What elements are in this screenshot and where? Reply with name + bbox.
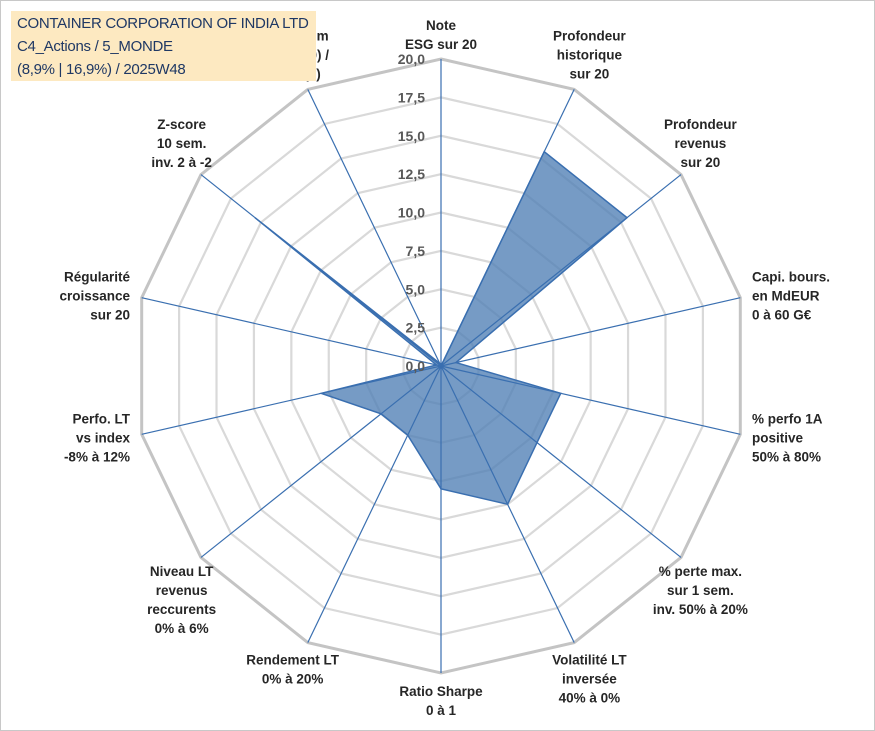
axis-spoke xyxy=(440,89,575,367)
axis-label: Note xyxy=(426,18,456,33)
axis-label: 0% à 20% xyxy=(262,671,324,686)
axis-spoke xyxy=(440,174,682,367)
axis-label: Perfo. LT xyxy=(72,411,130,426)
axis-spoke xyxy=(440,297,741,367)
tick-label: 12,5 xyxy=(398,166,425,182)
tick-label: 5,0 xyxy=(406,281,426,297)
axis-label: sur 20 xyxy=(90,308,130,323)
radar-tick-labels: 0,0 2,5 5,0 7,5 10,0 12,5 15,0 17,5 20,0 xyxy=(398,51,425,374)
axis-label: 0 à 1 xyxy=(426,703,457,718)
axis-label: sur 1 sem. xyxy=(667,583,734,598)
axis-label: 0% à 6% xyxy=(155,621,209,636)
title-box: CONTAINER CORPORATION OF INDIA LTD C4_Ac… xyxy=(11,11,316,81)
axis-label: % perfo 1A xyxy=(752,411,823,426)
axis-spoke xyxy=(440,365,741,435)
axis-label: vs index xyxy=(76,430,131,445)
axis-label: -8% à 12% xyxy=(64,449,130,464)
axis-label: croissance xyxy=(59,289,130,304)
axis-spoke xyxy=(200,174,442,367)
axis-label: revenus xyxy=(675,136,727,151)
axis-label: Régularité xyxy=(64,270,131,285)
tick-label: 20,0 xyxy=(398,51,425,67)
axis-label: reccurents xyxy=(147,602,216,617)
axis-spoke xyxy=(141,297,442,367)
axis-label: inv. 2 à -2 xyxy=(151,155,212,170)
axis-label: historique xyxy=(557,48,623,63)
axis-label: ESG sur 20 xyxy=(405,37,477,52)
axis-label: Volatilité LT xyxy=(552,652,627,667)
tick-label: 2,5 xyxy=(406,320,426,336)
axis-spoke xyxy=(440,365,682,558)
axis-label: Capi. bours. xyxy=(752,270,830,285)
axis-label: en MdEUR xyxy=(752,289,820,304)
tick-label: 15,0 xyxy=(398,128,425,144)
axis-label: Rendement LT xyxy=(246,652,340,667)
category-label: C4_Actions / 5_MONDE xyxy=(17,38,173,55)
axis-label: sur 20 xyxy=(681,155,721,170)
axis-label: sur 20 xyxy=(570,67,610,82)
axis-label: Ratio Sharpe xyxy=(399,684,483,699)
axis-spoke xyxy=(307,365,442,643)
axis-label: Profondeur xyxy=(553,29,626,44)
axis-label: positive xyxy=(752,430,804,445)
axis-spoke xyxy=(307,89,442,367)
axis-label: Z-score xyxy=(157,117,206,132)
axis-label: revenus xyxy=(156,583,208,598)
axis-spoke xyxy=(440,365,575,643)
company-name: CONTAINER CORPORATION OF INDIA LTD xyxy=(17,15,309,32)
axis-label: inv. 50% à 20% xyxy=(653,602,748,617)
tick-label: 0,0 xyxy=(406,358,426,374)
axis-label: inversée xyxy=(562,671,617,686)
axis-label: 10 sem. xyxy=(157,136,207,151)
axis-label: % perte max. xyxy=(659,564,742,579)
performance-week-label: (8,9% | 16,9%) / 2025W48 xyxy=(17,61,186,78)
axis-spoke xyxy=(141,365,442,435)
radar-spokes xyxy=(141,59,741,673)
tick-label: 17,5 xyxy=(398,89,425,105)
tick-label: 10,0 xyxy=(398,205,425,221)
axis-label: 0 à 60 G€ xyxy=(752,308,812,323)
tick-label: 7,5 xyxy=(406,243,426,259)
axis-label: 50% à 80% xyxy=(752,449,821,464)
axis-label: 40% à 0% xyxy=(559,690,621,705)
axis-spoke xyxy=(200,365,442,558)
axis-label: Niveau LT xyxy=(150,564,214,579)
axis-label: Profondeur xyxy=(664,117,737,132)
